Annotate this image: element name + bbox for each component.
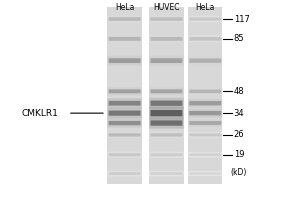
Text: 85: 85 <box>234 34 244 43</box>
Bar <box>188 7 222 184</box>
Text: 34: 34 <box>234 109 244 118</box>
FancyBboxPatch shape <box>189 172 221 175</box>
FancyBboxPatch shape <box>149 152 184 158</box>
FancyBboxPatch shape <box>107 35 142 43</box>
Bar <box>107 7 142 184</box>
FancyBboxPatch shape <box>109 17 141 21</box>
FancyBboxPatch shape <box>150 17 182 21</box>
FancyBboxPatch shape <box>107 87 142 96</box>
FancyBboxPatch shape <box>150 89 182 93</box>
FancyBboxPatch shape <box>189 134 221 136</box>
FancyBboxPatch shape <box>188 152 222 158</box>
FancyBboxPatch shape <box>150 133 182 137</box>
Text: CMKLR1: CMKLR1 <box>21 109 58 118</box>
FancyBboxPatch shape <box>189 37 221 41</box>
FancyBboxPatch shape <box>149 171 184 177</box>
FancyBboxPatch shape <box>188 109 222 118</box>
FancyBboxPatch shape <box>189 153 221 156</box>
FancyBboxPatch shape <box>189 101 221 105</box>
FancyBboxPatch shape <box>188 16 222 22</box>
Text: HeLa: HeLa <box>115 3 134 12</box>
FancyBboxPatch shape <box>189 17 221 21</box>
FancyBboxPatch shape <box>150 153 182 156</box>
Text: HeLa: HeLa <box>196 3 215 12</box>
FancyBboxPatch shape <box>149 107 184 120</box>
FancyBboxPatch shape <box>107 152 142 158</box>
FancyBboxPatch shape <box>107 108 142 118</box>
FancyBboxPatch shape <box>188 132 222 138</box>
FancyBboxPatch shape <box>188 119 222 127</box>
Text: 26: 26 <box>234 130 244 139</box>
FancyBboxPatch shape <box>109 89 141 93</box>
FancyBboxPatch shape <box>109 58 141 63</box>
FancyBboxPatch shape <box>150 37 182 41</box>
FancyBboxPatch shape <box>188 35 222 43</box>
FancyBboxPatch shape <box>149 98 184 109</box>
Text: 19: 19 <box>234 150 244 159</box>
FancyBboxPatch shape <box>149 15 184 23</box>
FancyBboxPatch shape <box>107 171 142 177</box>
FancyBboxPatch shape <box>109 111 141 116</box>
FancyBboxPatch shape <box>188 99 222 108</box>
FancyBboxPatch shape <box>109 133 141 137</box>
FancyBboxPatch shape <box>188 56 222 65</box>
FancyBboxPatch shape <box>150 172 182 175</box>
FancyBboxPatch shape <box>149 87 184 96</box>
Bar <box>149 7 184 184</box>
FancyBboxPatch shape <box>149 35 184 43</box>
Text: 117: 117 <box>234 15 250 24</box>
Text: (kD): (kD) <box>231 168 247 177</box>
FancyBboxPatch shape <box>150 110 182 116</box>
FancyBboxPatch shape <box>150 58 182 63</box>
FancyBboxPatch shape <box>149 56 184 66</box>
FancyBboxPatch shape <box>150 101 182 106</box>
FancyBboxPatch shape <box>189 121 221 125</box>
FancyBboxPatch shape <box>109 153 141 156</box>
FancyBboxPatch shape <box>150 120 182 126</box>
FancyBboxPatch shape <box>189 58 221 63</box>
Text: HUVEC: HUVEC <box>153 3 180 12</box>
FancyBboxPatch shape <box>107 118 142 128</box>
FancyBboxPatch shape <box>109 172 141 175</box>
FancyBboxPatch shape <box>107 15 142 23</box>
Text: 48: 48 <box>234 87 244 96</box>
FancyBboxPatch shape <box>109 101 141 106</box>
FancyBboxPatch shape <box>107 98 142 108</box>
FancyBboxPatch shape <box>149 117 184 129</box>
FancyBboxPatch shape <box>109 37 141 41</box>
FancyBboxPatch shape <box>107 56 142 66</box>
FancyBboxPatch shape <box>189 111 221 115</box>
FancyBboxPatch shape <box>149 132 184 138</box>
FancyBboxPatch shape <box>107 132 142 138</box>
FancyBboxPatch shape <box>188 88 222 95</box>
FancyBboxPatch shape <box>109 121 141 125</box>
FancyBboxPatch shape <box>188 171 222 176</box>
FancyBboxPatch shape <box>189 90 221 93</box>
